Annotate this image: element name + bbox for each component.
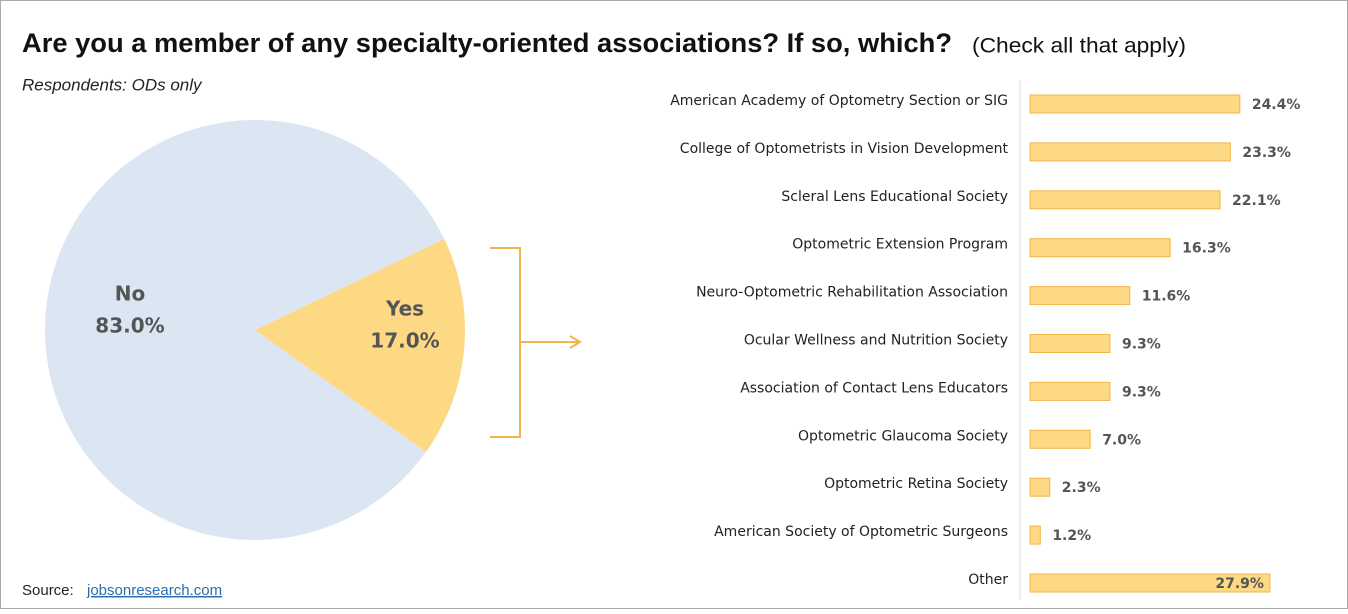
bar — [1029, 142, 1231, 162]
title: Are you a member of any specialty-orient… — [22, 28, 952, 58]
category-label: Neuro-Optometric Rehabilitation Associat… — [696, 285, 1008, 301]
pie-slice — [45, 120, 445, 540]
slice-label: Yes — [385, 297, 424, 321]
value-label: 16.3% — [1182, 241, 1231, 257]
value-label: 7.0% — [1102, 432, 1141, 448]
bar — [1029, 238, 1171, 258]
category-label: American Society of Optometric Surgeons — [714, 524, 1008, 540]
value-label: 1.2% — [1052, 528, 1091, 544]
value-label: 23.3% — [1242, 145, 1291, 161]
category-label: Association of Contact Lens Educators — [740, 380, 1008, 396]
category-label: Optometric Glaucoma Society — [798, 428, 1008, 444]
value-label: 9.3% — [1122, 337, 1161, 353]
bar — [1029, 190, 1221, 210]
bar — [1029, 429, 1091, 449]
bar — [1029, 94, 1241, 114]
category-label: Optometric Extension Program — [792, 237, 1008, 253]
pie-slice — [255, 238, 466, 452]
subtitle: Respondents: ODs only — [22, 75, 203, 94]
source-label: Source: — [22, 582, 74, 599]
slice-value: 17.0% — [370, 329, 439, 353]
category-label: Scleral Lens Educational Society — [781, 189, 1008, 205]
category-label: College of Optometrists in Vision Develo… — [680, 141, 1009, 157]
category-label: American Academy of Optometry Section or… — [670, 93, 1008, 109]
bar — [1029, 334, 1111, 353]
title-note: (Check all that apply) — [972, 35, 1186, 58]
value-label: 11.6% — [1142, 289, 1191, 305]
category-label: Other — [968, 572, 1008, 588]
source-link[interactable]: jobsonresearch.com — [86, 582, 222, 599]
bar — [1029, 525, 1041, 545]
bar — [1029, 573, 1271, 593]
category-label: Ocular Wellness and Nutrition Society — [744, 333, 1008, 349]
value-label: 2.3% — [1062, 480, 1101, 496]
slice-value: 83.0% — [95, 314, 164, 338]
category-label: Optometric Retina Society — [824, 476, 1008, 492]
value-label: 24.4% — [1252, 97, 1301, 113]
slice-label: No — [115, 282, 145, 306]
value-label: 22.1% — [1232, 193, 1281, 209]
bracket — [490, 247, 582, 438]
value-label: 27.9% — [1215, 576, 1264, 592]
bar — [1029, 286, 1131, 306]
bar — [1029, 381, 1111, 401]
value-label: 9.3% — [1122, 384, 1161, 400]
bar — [1029, 477, 1051, 497]
arrow-head — [569, 335, 582, 349]
